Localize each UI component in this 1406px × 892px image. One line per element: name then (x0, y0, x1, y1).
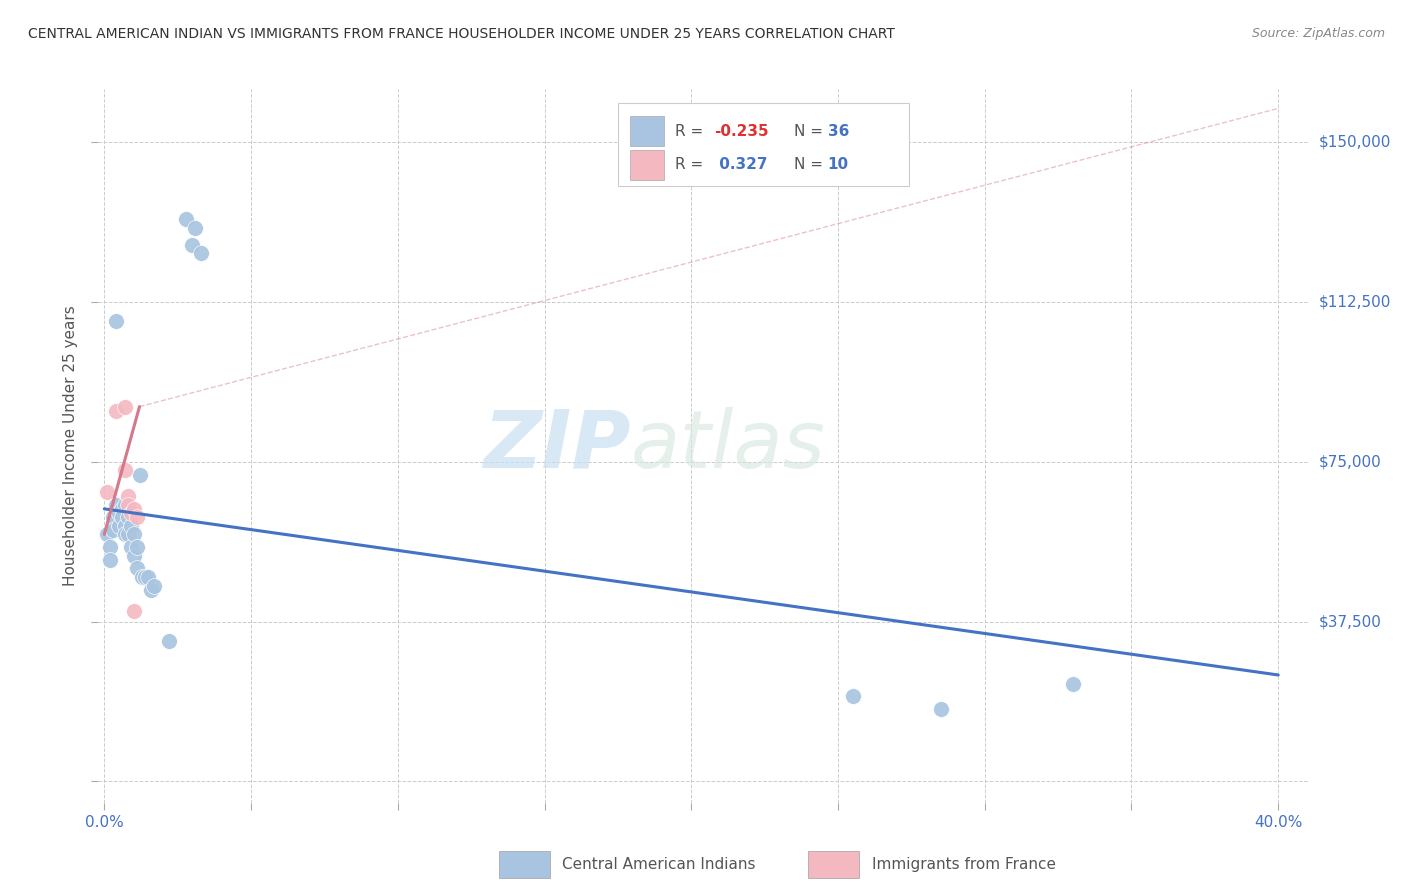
Text: Immigrants from France: Immigrants from France (872, 857, 1056, 871)
Point (1062, 676, 1084, 690)
Point (122, 527, 145, 541)
Point (105, 498, 128, 512)
Point (114, 498, 136, 512)
Point (157, 634, 180, 648)
Point (105, 404, 128, 418)
Point (131, 570, 153, 584)
Text: -0.235: -0.235 (714, 124, 769, 139)
Point (176, 212, 198, 227)
Point (117, 510, 139, 524)
Point (101, 510, 124, 524)
Text: 36: 36 (828, 124, 849, 139)
Text: N =: N = (793, 124, 828, 139)
Point (120, 519, 142, 533)
Point (125, 540, 148, 554)
Y-axis label: Householder Income Under 25 years: Householder Income Under 25 years (63, 306, 79, 586)
Point (190, 246, 212, 260)
Text: $37,500: $37,500 (1319, 615, 1382, 629)
Point (108, 506, 131, 520)
Point (841, 690, 863, 704)
Point (114, 463, 136, 477)
Text: R =: R = (675, 157, 709, 172)
Point (141, 582, 163, 597)
Point (111, 510, 134, 524)
Point (136, 570, 159, 584)
Point (101, 523, 124, 537)
Point (114, 400, 136, 414)
Point (181, 237, 204, 252)
Point (929, 702, 952, 716)
Text: R =: R = (675, 124, 709, 139)
FancyBboxPatch shape (619, 103, 908, 186)
Point (122, 501, 145, 516)
Point (120, 540, 142, 554)
Point (105, 314, 128, 328)
Point (96, 527, 118, 541)
Point (98, 540, 121, 554)
Point (125, 561, 148, 575)
Text: CENTRAL AMERICAN INDIAN VS IMMIGRANTS FROM FRANCE HOUSEHOLDER INCOME UNDER 25 YE: CENTRAL AMERICAN INDIAN VS IMMIGRANTS FR… (28, 27, 896, 41)
Text: 0.327: 0.327 (714, 157, 768, 172)
Point (184, 220, 207, 235)
Point (122, 549, 145, 563)
Text: ZIP: ZIP (484, 407, 630, 485)
Point (114, 519, 136, 533)
Point (125, 510, 148, 524)
FancyBboxPatch shape (630, 116, 664, 146)
Point (117, 498, 139, 512)
Point (120, 506, 142, 520)
Point (114, 527, 136, 541)
Point (134, 570, 156, 584)
Text: $150,000: $150,000 (1319, 135, 1391, 150)
Point (117, 489, 139, 503)
Point (143, 578, 166, 592)
Point (117, 527, 139, 541)
Text: atlas: atlas (630, 407, 825, 485)
Point (128, 467, 150, 482)
Point (122, 604, 145, 618)
Text: N =: N = (793, 157, 828, 172)
Point (111, 501, 134, 516)
Point (108, 519, 131, 533)
Point (98, 553, 121, 567)
Text: $112,500: $112,500 (1319, 294, 1391, 310)
FancyBboxPatch shape (630, 150, 664, 180)
Text: 10: 10 (828, 157, 849, 172)
Text: Central American Indians: Central American Indians (562, 857, 756, 871)
Text: $75,000: $75,000 (1319, 455, 1382, 469)
Point (96, 484, 118, 499)
Text: Source: ZipAtlas.com: Source: ZipAtlas.com (1251, 27, 1385, 40)
